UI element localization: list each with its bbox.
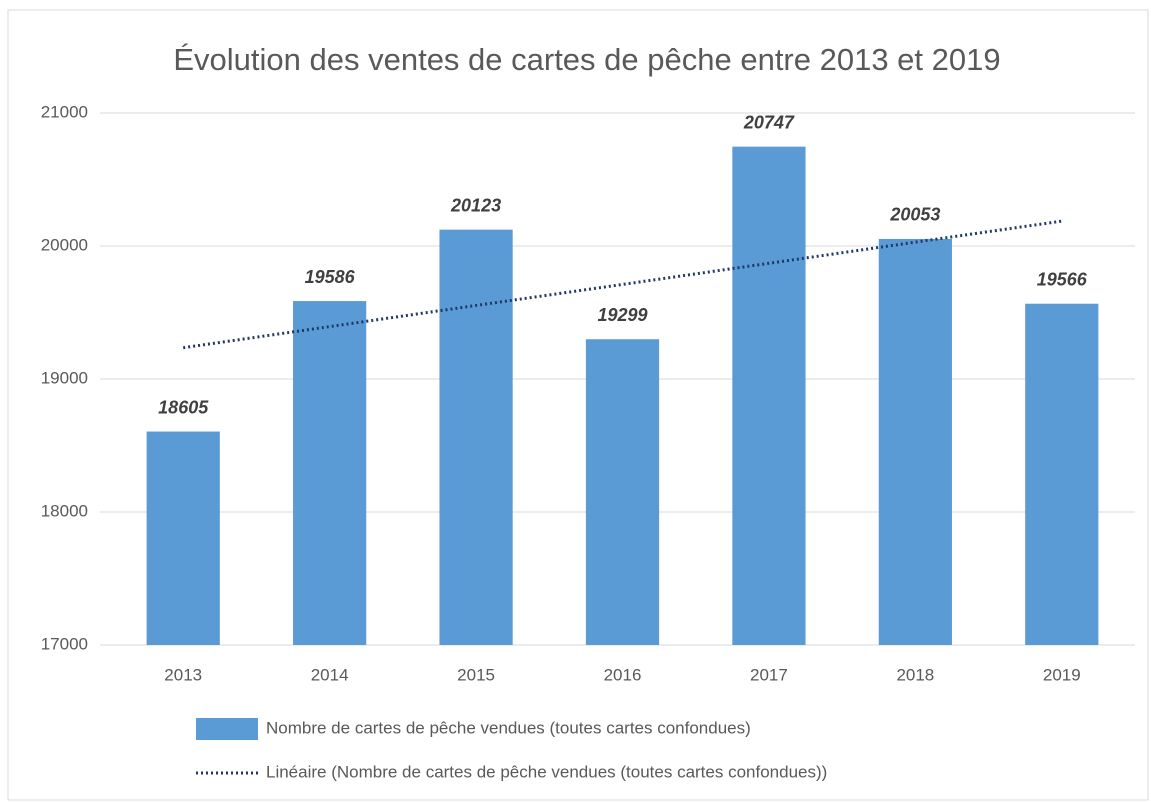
bar (146, 431, 220, 645)
data-label: 19566 (1037, 269, 1088, 289)
legend-label: Nombre de cartes de pêche vendues (toute… (266, 718, 751, 737)
bar (585, 339, 660, 645)
chart-border (7, 9, 1149, 801)
chart-title: Évolution des ventes de cartes de pêche … (173, 42, 1000, 77)
bar (439, 229, 513, 646)
legend-label: Linéaire (Nombre de cartes de pêche vend… (266, 762, 827, 781)
y-tick-label: 17000 (41, 634, 88, 653)
y-tick-label: 19000 (41, 368, 88, 387)
x-tick-label: 2013 (164, 665, 202, 684)
data-label: 18605 (158, 397, 209, 417)
x-tick-label: 2014 (311, 665, 349, 684)
data-label: 20747 (743, 112, 795, 132)
data-label: 19299 (597, 305, 647, 325)
y-tick-label: 20000 (41, 235, 88, 254)
y-tick-label: 18000 (41, 501, 88, 520)
x-tick-label: 2018 (896, 665, 934, 684)
x-tick-label: 2015 (457, 665, 495, 684)
data-label: 20053 (889, 205, 940, 225)
data-label: 20123 (450, 195, 501, 215)
legend-swatch (196, 718, 258, 740)
x-tick-label: 2017 (750, 665, 788, 684)
data-label: 19586 (305, 267, 356, 287)
x-tick-label: 2019 (1043, 665, 1081, 684)
bar (1025, 303, 1099, 645)
x-tick-label: 2016 (604, 665, 642, 684)
bar (878, 238, 952, 646)
y-tick-label: 21000 (41, 102, 88, 121)
bar (293, 301, 367, 645)
bar (732, 146, 806, 646)
